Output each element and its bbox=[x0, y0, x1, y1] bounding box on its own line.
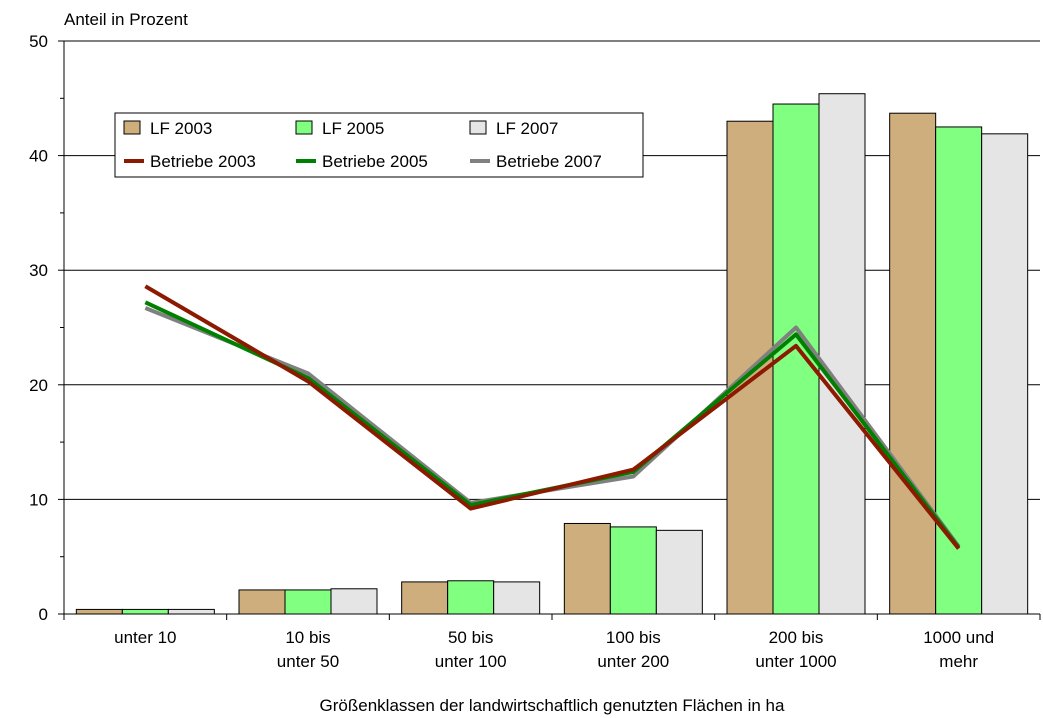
bar bbox=[121, 608, 169, 615]
x-tick-label: 10 bis bbox=[285, 628, 330, 647]
bar bbox=[563, 522, 611, 615]
legend-label: LF 2003 bbox=[150, 119, 212, 138]
x-tick-label: mehr bbox=[939, 652, 978, 671]
bar bbox=[889, 112, 937, 615]
legend-label: LF 2007 bbox=[496, 119, 558, 138]
y-tick-label: 30 bbox=[29, 261, 48, 280]
y-tick-labels: 0 10 20 30 40 50 bbox=[29, 32, 64, 624]
bar bbox=[818, 93, 866, 615]
legend-label: Betriebe 2007 bbox=[496, 152, 602, 171]
y-tick-label: 50 bbox=[29, 32, 48, 51]
x-tick-label: unter 200 bbox=[597, 652, 669, 671]
x-tick-label: 50 bis bbox=[448, 628, 493, 647]
bar bbox=[75, 608, 123, 615]
x-tick-label: unter 1000 bbox=[755, 652, 836, 671]
x-tick-labels: unter 10 10 bis unter 50 50 bis unter 100 100… bbox=[63, 614, 1041, 671]
y-tick-label: 10 bbox=[29, 490, 48, 509]
legend-swatch bbox=[295, 120, 313, 135]
series-line bbox=[144, 284, 961, 550]
bar bbox=[330, 588, 378, 615]
x-tick-label: unter 100 bbox=[435, 652, 507, 671]
legend: LF 2003 LF 2005 LF 2007 Betriebe 2003 Betrie… bbox=[114, 112, 644, 178]
bar bbox=[493, 581, 541, 615]
legend-swatch bbox=[123, 120, 141, 135]
x-tick-label: unter 10 bbox=[114, 628, 176, 647]
x-tick-label: 1000 und bbox=[923, 628, 994, 647]
bar bbox=[284, 589, 332, 615]
x-tick-label: 200 bis bbox=[769, 628, 824, 647]
bar bbox=[167, 608, 215, 615]
series-lines bbox=[144, 284, 961, 550]
legend-label: LF 2005 bbox=[322, 119, 384, 138]
y-tick-label: 40 bbox=[29, 147, 48, 166]
x-tick-label: unter 50 bbox=[277, 652, 339, 671]
bar bbox=[401, 581, 449, 615]
bar bbox=[238, 589, 286, 615]
bar bbox=[447, 580, 495, 615]
legend-label: Betriebe 2003 bbox=[150, 152, 256, 171]
legend-swatch bbox=[469, 120, 487, 135]
bar bbox=[655, 529, 703, 615]
bar bbox=[609, 526, 657, 615]
bar bbox=[981, 133, 1029, 615]
bar bbox=[935, 126, 983, 615]
bars bbox=[75, 93, 1029, 615]
y-axis-label: Anteil in Prozent bbox=[64, 10, 188, 29]
y-tick-label: 0 bbox=[39, 605, 48, 624]
x-axis-label: Größenklassen der landwirtschaftlich gen… bbox=[320, 696, 785, 715]
x-tick-label: 100 bis bbox=[606, 628, 661, 647]
y-tick-label: 20 bbox=[29, 376, 48, 395]
legend-box bbox=[114, 112, 644, 178]
legend-label: Betriebe 2005 bbox=[322, 152, 428, 171]
